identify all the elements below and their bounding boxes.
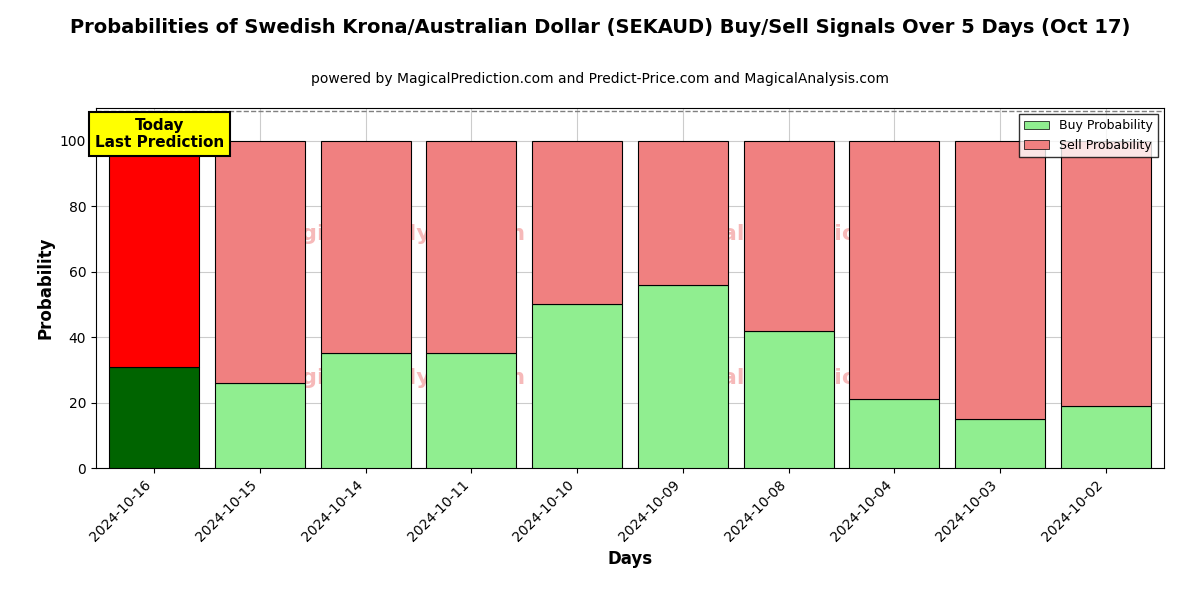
Bar — [320, 353, 410, 468]
Bar — [744, 141, 834, 331]
Legend: Buy Probability, Sell Probability: Buy Probability, Sell Probability — [1019, 114, 1158, 157]
Bar — [215, 383, 305, 468]
Text: MagicalPrediction.com: MagicalPrediction.com — [648, 368, 932, 388]
Text: MagicalAnalysis.com: MagicalAnalysis.com — [264, 224, 526, 244]
Y-axis label: Probability: Probability — [36, 237, 54, 339]
Bar — [532, 141, 622, 304]
Bar — [532, 304, 622, 468]
Bar — [1061, 141, 1151, 406]
Bar — [320, 141, 410, 353]
Bar — [955, 141, 1045, 419]
Bar — [638, 285, 728, 468]
Text: MagicalAnalysis.com: MagicalAnalysis.com — [264, 368, 526, 388]
Bar — [215, 141, 305, 383]
Text: powered by MagicalPrediction.com and Predict-Price.com and MagicalAnalysis.com: powered by MagicalPrediction.com and Pre… — [311, 72, 889, 86]
Text: MagicalPrediction.com: MagicalPrediction.com — [648, 224, 932, 244]
Bar — [426, 353, 516, 468]
Bar — [109, 367, 199, 468]
Bar — [1061, 406, 1151, 468]
Bar — [109, 141, 199, 367]
Bar — [850, 399, 940, 468]
Text: Probabilities of Swedish Krona/Australian Dollar (SEKAUD) Buy/Sell Signals Over : Probabilities of Swedish Krona/Australia… — [70, 18, 1130, 37]
X-axis label: Days: Days — [607, 550, 653, 568]
Bar — [955, 419, 1045, 468]
Text: Today
Last Prediction: Today Last Prediction — [95, 118, 224, 150]
Bar — [426, 141, 516, 353]
Bar — [638, 141, 728, 285]
Bar — [850, 141, 940, 399]
Bar — [744, 331, 834, 468]
